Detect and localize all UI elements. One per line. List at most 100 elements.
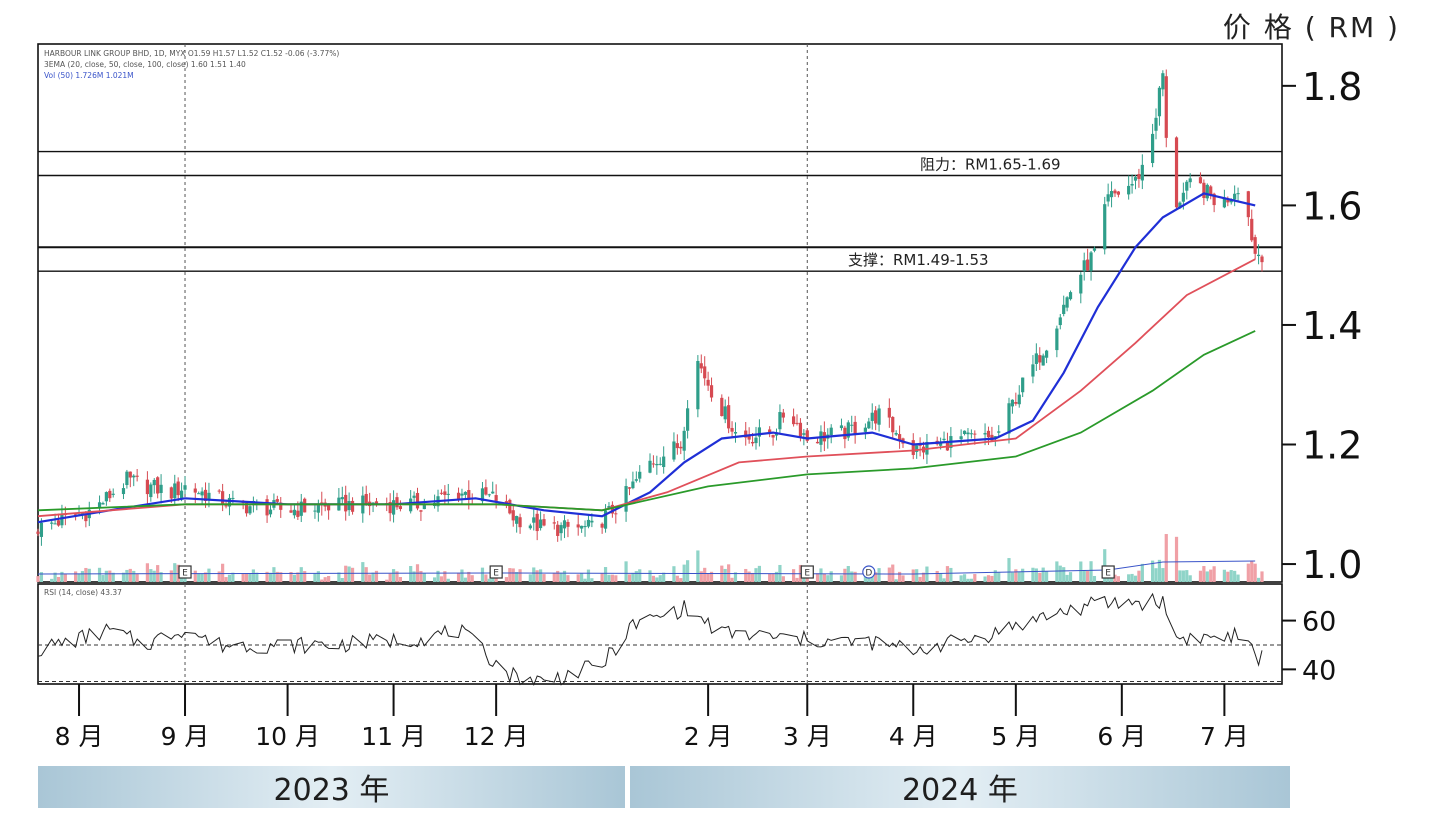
candle-body: [532, 517, 536, 523]
candle-body: [1185, 181, 1189, 191]
earnings-marker: [800, 565, 814, 579]
volume-bar: [733, 572, 738, 582]
candle-body: [1038, 355, 1042, 363]
candle-body: [986, 430, 991, 438]
candle-body: [460, 493, 464, 496]
candle-body: [111, 493, 115, 495]
candle-body: [1106, 194, 1110, 202]
candle-body: [518, 517, 522, 528]
candle-body: [1198, 177, 1203, 184]
volume-bar: [149, 569, 153, 582]
candle-body: [504, 501, 509, 503]
candle-body: [1068, 292, 1073, 300]
candle-body: [874, 410, 878, 424]
candle-body: [60, 514, 64, 526]
candle-body: [600, 523, 604, 528]
volume-bar: [918, 576, 922, 582]
volume-bar: [388, 573, 392, 582]
zone-label-0: 阻力：RM1.65-1.69: [920, 156, 1061, 174]
price-panel-frame: [37, 43, 1283, 583]
month-label: 8 月: [55, 722, 104, 751]
volume-bar: [662, 572, 666, 582]
candle-body: [870, 412, 874, 421]
event-marker-label-2: E: [804, 569, 810, 579]
volume-bar: [962, 574, 967, 582]
candle-body: [176, 481, 180, 496]
volume-bar: [973, 574, 977, 582]
volume-bar: [391, 569, 396, 582]
candle-body: [1164, 76, 1168, 138]
candle-body: [750, 441, 755, 444]
volume-bar: [443, 571, 447, 582]
candle-body: [1188, 178, 1192, 183]
volume-bar: [559, 572, 563, 582]
volume-bar: [1260, 571, 1264, 582]
volume-bar: [566, 575, 570, 582]
volume-bar: [774, 571, 779, 582]
volume-bar: [826, 575, 830, 582]
candle-body: [132, 475, 136, 478]
price-tick-label: 1.4: [1302, 304, 1362, 348]
candle-body: [802, 433, 806, 435]
volume-bar: [850, 571, 854, 582]
volume-bar: [251, 569, 255, 582]
volume-bar: [634, 571, 638, 582]
year-2024-banner: 2024 年: [630, 766, 1290, 808]
volume-bar: [292, 574, 297, 582]
candle-body: [583, 526, 587, 528]
candle-body: [104, 492, 108, 502]
volume-bar: [1250, 561, 1254, 582]
candle-body: [193, 488, 197, 493]
volume-bar: [1188, 575, 1192, 582]
volume-bar: [983, 576, 987, 582]
candle-body: [877, 408, 881, 425]
volume-bar: [272, 567, 276, 582]
volume-bar: [467, 571, 471, 582]
volume-bar: [1185, 570, 1189, 582]
candle-body: [1209, 186, 1213, 196]
volume-bar: [1137, 570, 1141, 582]
candle-body: [1082, 260, 1086, 272]
candle-body: [897, 434, 902, 442]
candle-body: [388, 501, 392, 514]
candle-body: [1079, 274, 1083, 294]
volume-bar: [323, 577, 327, 582]
rsi-line: [37, 592, 1263, 686]
candle-body: [39, 522, 44, 537]
candle-body: [511, 510, 515, 521]
volume-bar: [1226, 571, 1230, 582]
volume-bar: [56, 576, 61, 582]
volume-bar: [839, 575, 844, 582]
candle-body: [1007, 403, 1011, 434]
volume-bar: [197, 573, 201, 582]
candle-body: [590, 520, 594, 523]
candle-body: [1058, 317, 1062, 326]
volume-bar: [108, 570, 112, 582]
candle-body: [456, 492, 461, 499]
volume-bar: [819, 568, 823, 582]
volume-bar: [361, 562, 365, 582]
candle-body: [1092, 248, 1097, 251]
volume-bar: [822, 573, 826, 582]
volume-bar: [80, 571, 85, 582]
candle-body: [962, 430, 967, 435]
candle-body: [607, 506, 611, 509]
candle-body: [289, 510, 293, 513]
candle-body: [1150, 133, 1155, 164]
volume-bar: [207, 568, 211, 582]
candle-body: [149, 484, 153, 498]
candle-body: [1178, 202, 1182, 209]
candle-body: [624, 486, 628, 512]
month-label: 9 月: [161, 722, 210, 751]
volume-bar: [1246, 563, 1250, 582]
volume-bar: [1038, 572, 1042, 582]
volume-bar: [1229, 570, 1233, 582]
candle-body: [610, 504, 614, 514]
candle-body: [867, 421, 871, 429]
candle-body: [183, 485, 187, 490]
volume-bar: [244, 573, 249, 582]
volume-bar: [1130, 573, 1134, 582]
candle-body: [675, 443, 679, 449]
volume-bar: [795, 577, 799, 582]
candle-body: [292, 509, 297, 516]
